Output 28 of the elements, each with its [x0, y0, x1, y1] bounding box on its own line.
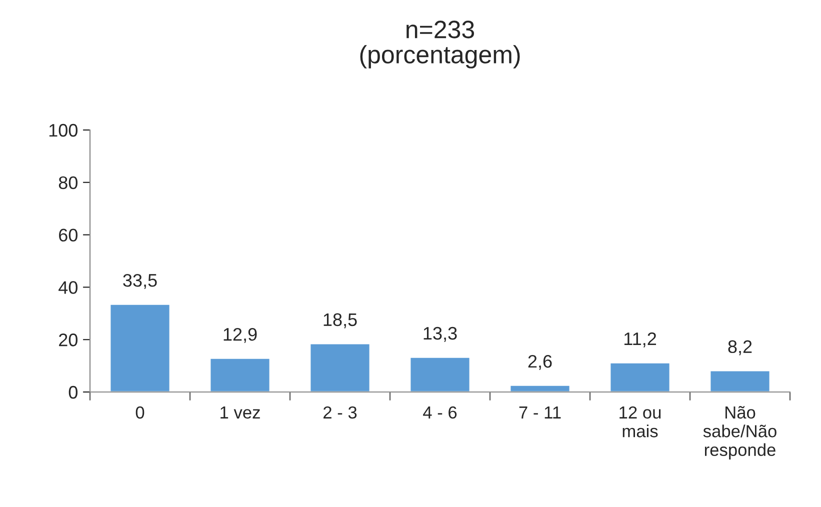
data-label: 13,3: [424, 326, 457, 342]
x-tick-label: 4 - 6: [423, 406, 457, 419]
bar: [209, 358, 271, 392]
data-label: 33,5: [123, 274, 157, 289]
y-tick-label: 80: [58, 176, 78, 190]
y-tick-label: 40: [58, 281, 78, 294]
x-tick-label: 2 - 3: [324, 406, 357, 419]
bar: [709, 370, 771, 392]
x-tick-label: 0: [136, 406, 144, 419]
x-tick-label: 7 - 11: [519, 406, 561, 418]
y-tick-label: 0: [68, 386, 78, 399]
chart-title: n=233 (porcentagem): [360, 20, 520, 68]
bar: [309, 342, 371, 392]
data-label: 11,2: [624, 332, 656, 348]
bar: [109, 304, 171, 392]
data-label: 12,9: [224, 328, 257, 343]
y-tick-label: 100: [49, 124, 78, 137]
data-label: 2,6: [528, 354, 552, 370]
x-tick-label: 12 ou mais: [620, 406, 661, 438]
data-label: 18,5: [324, 313, 357, 328]
bar: [609, 362, 671, 392]
data-label: 8,2: [728, 340, 752, 356]
x-tick-label: 1 vez: [220, 406, 260, 419]
bar: [509, 384, 571, 392]
bar: [409, 356, 471, 392]
y-tick-label: 60: [59, 228, 78, 242]
y-tick-label: 20: [59, 334, 78, 346]
x-tick-label: Não sabe/Não responde: [703, 406, 776, 460]
